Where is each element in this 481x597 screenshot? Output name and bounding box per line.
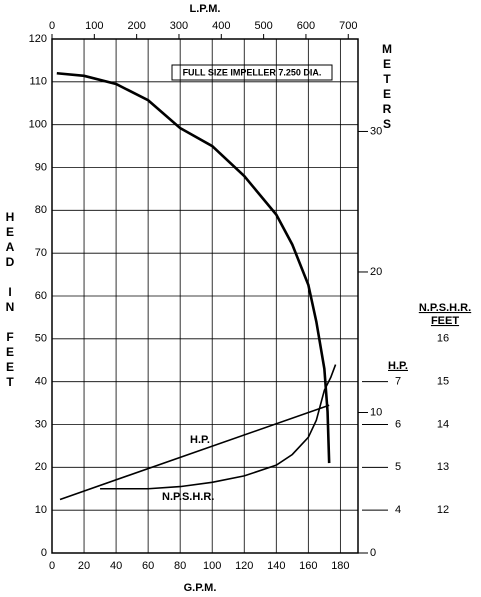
y2-tick-label: 0: [370, 547, 376, 559]
x2-tick-label: 0: [49, 20, 55, 32]
y2-tick-label: 30: [370, 125, 382, 137]
y-tick-label: 0: [41, 547, 47, 559]
x2-tick-label: 500: [254, 20, 272, 32]
hp-tick-label: 7: [395, 376, 401, 388]
y2-tick-label: 10: [370, 406, 382, 418]
npshr-axis-label: N.P.S.H.R. FEET: [419, 302, 471, 327]
x-tick-label: 180: [331, 560, 349, 572]
npshr-tick-label: 14: [437, 418, 449, 430]
x-tick-label: 40: [110, 560, 122, 572]
x-tick-label: 80: [174, 560, 186, 572]
npshr-tick-label: 12: [437, 504, 449, 516]
y-tick-label: 120: [29, 33, 47, 45]
y-tick-label: 40: [35, 376, 47, 388]
y-tick-label: 70: [35, 247, 47, 259]
y-tick-label: 90: [35, 161, 47, 173]
annotation: FULL SIZE IMPELLER 7.250 DIA.: [183, 67, 322, 77]
y-tick-label: 60: [35, 290, 47, 302]
x-tick-label: 120: [235, 560, 253, 572]
x2-tick-label: 300: [170, 20, 188, 32]
x-tick-label: 0: [49, 560, 55, 572]
npshr-tick-label: 13: [437, 461, 449, 473]
y-tick-label: 20: [35, 461, 47, 473]
curve: [56, 71, 331, 464]
x2-tick-label: 200: [127, 20, 145, 32]
y-label: HEAD IN FEET: [3, 210, 17, 390]
x2-label: L.P.M.: [190, 3, 221, 15]
x-tick-label: 100: [203, 560, 221, 572]
x2-tick-label: 400: [212, 20, 230, 32]
x2-tick-label: 600: [297, 20, 315, 32]
curve: [100, 364, 337, 490]
y-tick-label: 50: [35, 333, 47, 345]
y-tick-label: 80: [35, 204, 47, 216]
npshr-tick-label: 16: [437, 333, 449, 345]
y2-tick-label: 20: [370, 266, 382, 278]
y2-label: METERS: [380, 42, 394, 132]
y-tick-label: 100: [29, 119, 47, 131]
x-label: G.P.M.: [184, 582, 217, 594]
y-tick-label: 110: [29, 76, 47, 88]
curve: [59, 404, 330, 501]
npshr-tick-label: 15: [437, 376, 449, 388]
series-label: H.P.: [190, 434, 210, 446]
x-tick-label: 20: [78, 560, 90, 572]
hp-axis-label: H.P.: [388, 360, 408, 372]
y-tick-label: 30: [35, 418, 47, 430]
x2-tick-label: 100: [85, 20, 103, 32]
hp-tick-label: 6: [395, 418, 401, 430]
hp-tick-label: 4: [395, 504, 401, 516]
x-tick-label: 160: [299, 560, 317, 572]
x-tick-label: 60: [142, 560, 154, 572]
x2-tick-label: 700: [339, 20, 357, 32]
hp-tick-label: 5: [395, 461, 401, 473]
x-tick-label: 140: [267, 560, 285, 572]
y-tick-label: 10: [35, 504, 47, 516]
series-label: N.P.S.H.R.: [162, 491, 214, 503]
